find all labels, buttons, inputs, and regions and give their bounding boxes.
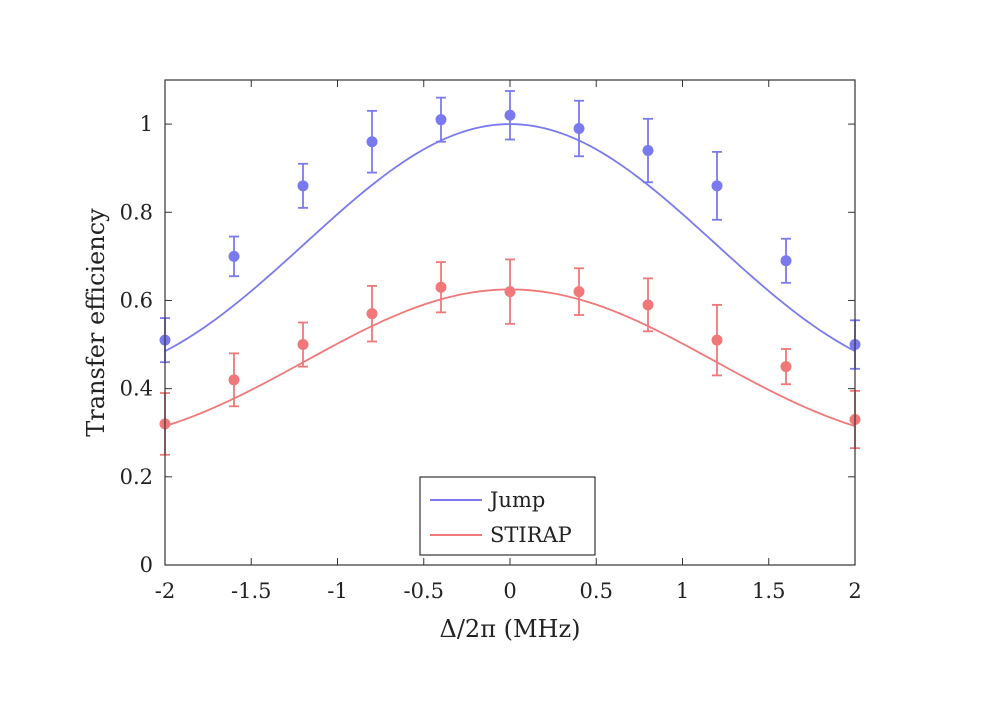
y-tick-label: 0 xyxy=(140,553,153,577)
x-tick-label: -0.5 xyxy=(404,579,445,603)
data-point-jump xyxy=(780,255,792,267)
y-tick-labels: 0 0.2 0.4 0.6 0.8 1 xyxy=(120,112,153,577)
data-point-stirap xyxy=(228,374,240,386)
x-tick-label: -1.5 xyxy=(231,579,272,603)
x-tick-label: 1 xyxy=(676,579,689,603)
y-axis-label: Transfer efficiency xyxy=(82,208,110,437)
data-point-stirap xyxy=(642,299,654,311)
y-tick-label: 0.4 xyxy=(120,377,153,401)
legend: Jump STIRAP xyxy=(419,476,596,556)
legend-label-jump: Jump xyxy=(488,488,545,512)
data-point-stirap xyxy=(504,286,516,298)
x-tick-labels: -2 -1.5 -1 -0.5 0 0.5 1 1.5 2 xyxy=(155,579,862,603)
data-point-jump xyxy=(573,123,585,134)
x-tick-label: -1 xyxy=(327,579,347,603)
data-point-jump xyxy=(642,145,654,157)
x-tick-label: 2 xyxy=(848,579,861,603)
data-point-stirap xyxy=(573,286,585,298)
data-point-jump xyxy=(504,109,516,121)
data-point-stirap xyxy=(366,308,378,320)
data-point-stirap xyxy=(780,361,792,373)
y-tick-label: 0.6 xyxy=(120,288,153,312)
data-point-jump xyxy=(435,114,447,126)
x-tick-label: -2 xyxy=(155,579,175,603)
data-point-stirap xyxy=(711,334,723,346)
data-points xyxy=(159,109,861,430)
data-point-jump xyxy=(711,180,723,192)
x-tick-label: 1.5 xyxy=(752,579,785,603)
data-point-stirap xyxy=(435,281,447,293)
x-tick-label: 0 xyxy=(503,579,516,603)
x-axis-label: Δ/2π (MHz) xyxy=(440,615,581,643)
x-tick-label: 0.5 xyxy=(580,579,613,603)
y-tick-label: 0.8 xyxy=(120,200,153,224)
y-tick-label: 1 xyxy=(140,112,153,136)
data-point-jump xyxy=(297,180,309,192)
data-point-jump xyxy=(366,136,378,148)
data-point-jump xyxy=(228,250,240,262)
legend-box xyxy=(419,476,596,556)
y-tick-label: 0.2 xyxy=(120,465,153,489)
axis-ticks xyxy=(164,80,856,566)
legend-label-stirap: STIRAP xyxy=(490,523,572,547)
data-point-stirap xyxy=(297,339,309,351)
